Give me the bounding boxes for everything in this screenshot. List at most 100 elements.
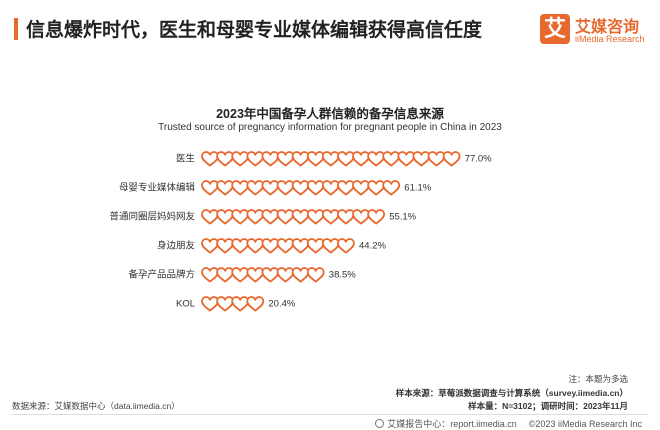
- footer-divider: [12, 414, 648, 415]
- heart-icon: [367, 209, 386, 225]
- category-label: 普通同圈层妈妈网友: [109, 211, 195, 223]
- heart-icon: [201, 267, 219, 283]
- bar-row: 医生 77.0%: [176, 151, 492, 167]
- heart-icon: [261, 180, 280, 196]
- heart-icon: [246, 151, 265, 167]
- heart-icon: [216, 296, 235, 312]
- heart-icon: [246, 209, 265, 225]
- report-center-link[interactable]: 艾媒报告中心：report.iimedia.cn: [387, 419, 517, 429]
- value-label: 55.1%: [389, 212, 416, 223]
- brand-logo: 艾 艾媒咨询 iiMedia Research: [540, 10, 652, 50]
- heart-icon: [201, 238, 219, 254]
- heart-bar-chart: 医生 77.0% 母婴专业媒体编辑 61.1% 普通同圈层妈妈网友 55.1% 身边朋友 44…: [109, 151, 492, 312]
- heart-icon: [306, 209, 325, 225]
- heart-icon: [306, 267, 325, 283]
- bar-row: 身边朋友 44.2%: [157, 238, 386, 254]
- heart-icon: [306, 238, 325, 254]
- bar-row: 普通同圈层妈妈网友 55.1%: [109, 209, 417, 225]
- value-label: 38.5%: [329, 270, 356, 281]
- heart-icon: [201, 209, 219, 225]
- heart-icon: [261, 209, 280, 225]
- heart-icon: [321, 151, 340, 167]
- header-accent-bar: [14, 18, 18, 40]
- bar-row: 备孕产品品牌方 38.5%: [128, 267, 356, 283]
- value-label: 61.1%: [404, 183, 431, 194]
- heart-icon: [276, 238, 295, 254]
- heart-icon: [231, 180, 250, 196]
- heart-icon: [231, 238, 250, 254]
- heart-icon: [231, 296, 250, 312]
- heart-icon: [231, 209, 250, 225]
- heart-icon: [336, 180, 355, 196]
- heart-icon: [291, 180, 310, 196]
- heart-icon: [201, 296, 219, 312]
- heart-icon: [246, 267, 265, 283]
- heart-icon: [291, 267, 310, 283]
- bar-row: 母婴专业媒体编辑 61.1%: [119, 180, 432, 196]
- heart-icon: [276, 151, 295, 167]
- heart-icon: [291, 238, 310, 254]
- sample-source: 样本来源：草莓派数据调查与计算系统（survey.iimedia.cn）: [395, 388, 628, 398]
- heart-icon: [367, 151, 386, 167]
- heart-icon: [321, 180, 340, 196]
- heart-icon: [336, 238, 355, 254]
- chart-subtitle: Trusted source of pregnancy information …: [158, 122, 502, 133]
- category-label: 母婴专业媒体编辑: [119, 182, 196, 194]
- footer: 艾媒报告中心：report.iimedia.cn ©2023 iiMedia Re…: [375, 417, 642, 430]
- heart-icon: [336, 151, 355, 167]
- brand-name-en: iiMedia Research: [575, 34, 645, 44]
- heart-icon: [397, 151, 416, 167]
- chart-title: 2023年中国备孕人群信赖的备孕信息来源: [216, 107, 444, 121]
- heart-icon: [201, 180, 219, 196]
- heart-icon: [412, 151, 431, 167]
- heart-icon: [352, 180, 370, 196]
- heart-icon: [261, 151, 280, 167]
- heart-icon: [352, 209, 370, 225]
- sample-size: 样本量：N=3102；调研时间：2023年11月: [468, 401, 628, 411]
- brand-name: 艾媒咨询: [575, 19, 640, 36]
- heart-icon: [216, 267, 235, 283]
- heart-icon: [321, 238, 340, 254]
- heart-icon: [246, 238, 265, 254]
- heart-icon: [216, 238, 235, 254]
- heart-icon: [382, 180, 401, 196]
- value-label: 44.2%: [359, 241, 386, 252]
- heart-icon: [261, 267, 280, 283]
- report-center-icon: [375, 419, 385, 428]
- value-label: 77.0%: [465, 154, 492, 165]
- heart-icon: [201, 151, 219, 167]
- page-title: 信息爆炸时代，医生和母婴专业媒体编辑获得高信任度: [26, 20, 483, 41]
- heart-icon: [261, 238, 280, 254]
- category-label: 备孕产品品牌方: [128, 269, 195, 281]
- heart-icon: [276, 180, 295, 196]
- heart-icon: [382, 151, 401, 167]
- brand-logo-icon: 艾: [540, 14, 570, 44]
- heart-icon: [306, 151, 325, 167]
- copyright: ©2023 iiMedia Research Inc: [528, 419, 642, 429]
- heart-icon: [427, 151, 446, 167]
- heart-icon: [231, 267, 250, 283]
- heart-icon: [306, 180, 325, 196]
- value-label: 20.4%: [268, 299, 295, 310]
- heart-icon: [246, 180, 265, 196]
- multi-select-note: 注：本题为多选: [568, 374, 628, 384]
- heart-icon: [276, 267, 295, 283]
- category-label: 身边朋友: [157, 240, 196, 252]
- heart-icon: [246, 296, 265, 312]
- heart-icon: [352, 151, 370, 167]
- category-label: 医生: [176, 153, 196, 165]
- heart-icon: [291, 151, 310, 167]
- heart-icon: [442, 151, 461, 167]
- data-source: 数据来源：艾媒数据中心（data.iimedia.cn）: [12, 401, 180, 411]
- heart-icon: [216, 151, 235, 167]
- heart-icon: [216, 209, 235, 225]
- heart-icon: [231, 151, 250, 167]
- heart-icon: [336, 209, 355, 225]
- heart-icon: [291, 209, 310, 225]
- heart-icon: [276, 209, 295, 225]
- heart-icon: [367, 180, 386, 196]
- category-label: KOL: [176, 299, 195, 310]
- heart-icon: [216, 180, 235, 196]
- bar-row: KOL 20.4%: [176, 296, 296, 312]
- heart-icon: [321, 209, 340, 225]
